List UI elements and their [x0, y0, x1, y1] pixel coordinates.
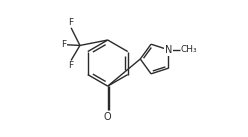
- Text: F: F: [68, 61, 74, 70]
- Text: N: N: [165, 45, 172, 55]
- Text: CH₃: CH₃: [181, 45, 197, 54]
- Text: F: F: [68, 18, 74, 27]
- Text: O: O: [104, 112, 112, 122]
- Text: F: F: [61, 40, 66, 49]
